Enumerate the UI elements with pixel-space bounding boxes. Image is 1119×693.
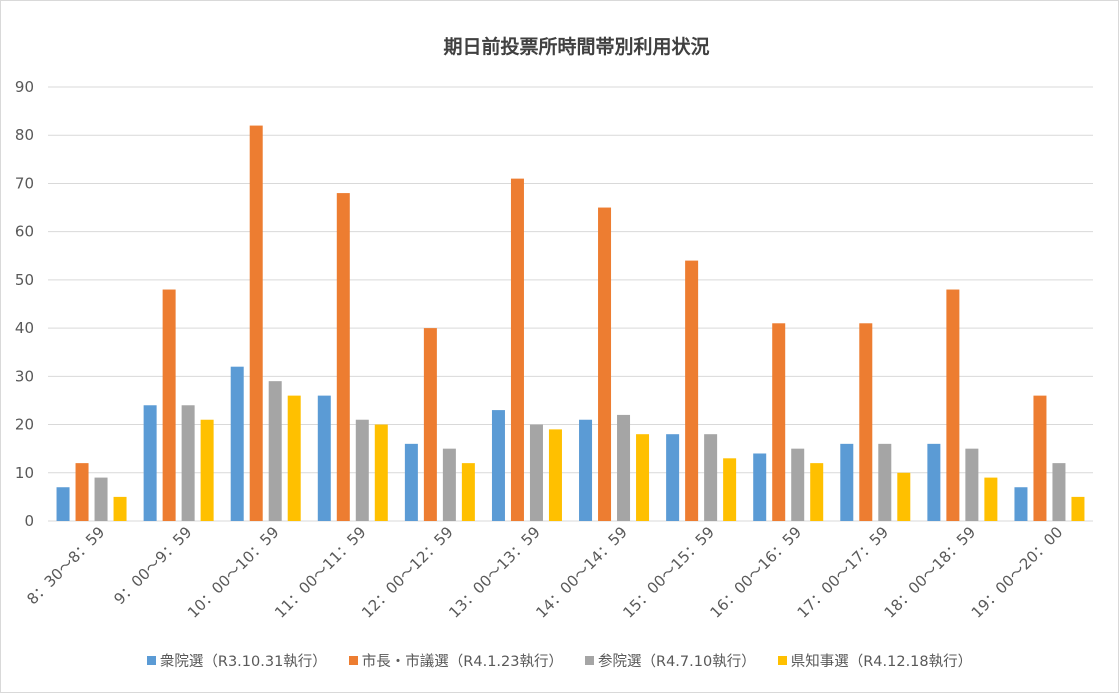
legend-item: 参院選（R4.7.10執行） bbox=[585, 650, 756, 671]
bar-2-4 bbox=[336, 193, 350, 522]
x-tick-label: 8：30～8：59 bbox=[23, 523, 108, 608]
x-tick-label: 11：00～11：59 bbox=[271, 523, 370, 622]
x-tick-label: 9：00～9：59 bbox=[110, 523, 195, 608]
x-tick-label: 10：00～10：59 bbox=[184, 523, 283, 622]
bar-1-9 bbox=[753, 453, 767, 521]
bars bbox=[56, 125, 1085, 522]
legend-item: 県知事選（R4.12.18執行） bbox=[777, 650, 973, 671]
bar-1-12 bbox=[1014, 487, 1028, 521]
bar-3-9 bbox=[791, 448, 805, 521]
x-tick-label: 12：00～12：59 bbox=[358, 523, 457, 622]
bar-3-5 bbox=[442, 448, 456, 521]
y-tick-label: 40 bbox=[15, 319, 34, 337]
y-tick-label: 90 bbox=[15, 78, 34, 96]
x-tick-label: 19：00～20：00 bbox=[968, 523, 1067, 622]
bar-2-2 bbox=[162, 289, 176, 521]
bar-4-8 bbox=[723, 458, 737, 521]
bar-3-3 bbox=[268, 381, 282, 521]
bar-2-11 bbox=[946, 289, 960, 521]
chart-title: 期日前投票所時間帯別利用状況 bbox=[443, 36, 710, 58]
bar-4-7 bbox=[636, 434, 650, 521]
x-tick-label: 18：00～18：59 bbox=[881, 523, 980, 622]
bar-3-8 bbox=[704, 434, 718, 521]
bar-1-8 bbox=[666, 434, 680, 521]
x-tick-label: 17：00～17：59 bbox=[794, 523, 893, 622]
bar-2-1 bbox=[75, 463, 89, 521]
bar-2-7 bbox=[598, 207, 612, 522]
legend-swatch bbox=[348, 656, 358, 665]
bar-3-4 bbox=[355, 419, 369, 521]
x-axis-ticks: 8：30～8：59 9：00～9：5910：00～10：5911：00～11：59… bbox=[23, 523, 1066, 622]
legend-label: 県知事選（R4.12.18執行） bbox=[790, 654, 973, 670]
legend-label: 市長・市議選（R4.1.23執行） bbox=[361, 654, 563, 670]
bar-3-11 bbox=[965, 448, 979, 521]
y-tick-label: 50 bbox=[15, 271, 34, 289]
bar-2-10 bbox=[859, 323, 873, 521]
bar-1-4 bbox=[317, 395, 331, 521]
bar-3-7 bbox=[617, 414, 631, 521]
bar-4-6 bbox=[548, 429, 562, 521]
bar-2-3 bbox=[249, 125, 263, 522]
y-tick-label: 60 bbox=[15, 223, 34, 241]
x-tick-label: 15：00～15：59 bbox=[619, 523, 718, 622]
y-tick-label: 70 bbox=[15, 174, 34, 192]
bar-4-1 bbox=[113, 496, 127, 521]
y-tick-label: 80 bbox=[15, 126, 34, 144]
y-tick-label: 20 bbox=[15, 416, 34, 434]
y-tick-label: 10 bbox=[15, 464, 34, 482]
bar-2-6 bbox=[510, 178, 524, 521]
legend-swatch bbox=[146, 656, 156, 665]
bar-4-10 bbox=[897, 472, 911, 521]
y-tick-label: 0 bbox=[24, 512, 34, 530]
legend-item: 衆院選（R3.10.31執行） bbox=[146, 650, 327, 671]
bar-1-10 bbox=[840, 443, 854, 521]
bar-3-10 bbox=[878, 443, 892, 521]
bar-4-4 bbox=[374, 424, 388, 521]
bar-1-6 bbox=[491, 410, 505, 521]
bar-1-3 bbox=[230, 366, 244, 521]
bar-3-2 bbox=[181, 405, 195, 521]
y-tick-label: 30 bbox=[15, 367, 34, 385]
bar-1-7 bbox=[579, 419, 593, 521]
gridlines bbox=[48, 86, 1093, 522]
bar-4-12 bbox=[1071, 496, 1085, 521]
bar-4-2 bbox=[200, 419, 214, 521]
x-tick-label: 14：00～14：59 bbox=[532, 523, 631, 622]
bar-4-3 bbox=[287, 395, 301, 521]
bar-1-11 bbox=[927, 443, 941, 521]
bar-4-9 bbox=[810, 463, 824, 521]
bar-2-5 bbox=[423, 328, 437, 521]
legend: 衆院選（R3.10.31執行） 市長・市議選（R4.1.23執行） 参院選（R4.7… bbox=[0, 650, 1119, 671]
legend-swatch bbox=[585, 656, 594, 665]
bar-4-5 bbox=[461, 463, 475, 521]
bar-1-5 bbox=[404, 443, 418, 521]
legend-label: 衆院選（R3.10.31執行） bbox=[159, 654, 327, 670]
x-tick-label: 13：00～13：59 bbox=[445, 523, 544, 622]
x-tick-label: 16：00～16：59 bbox=[706, 523, 805, 622]
bar-2-9 bbox=[772, 323, 786, 521]
bar-2-12 bbox=[1033, 395, 1047, 521]
legend-swatch bbox=[777, 656, 787, 665]
bar-3-12 bbox=[1052, 463, 1066, 521]
bar-2-8 bbox=[685, 260, 699, 521]
y-axis-ticks: 0 10 20 30 40 50 60 70 80 90 bbox=[15, 78, 34, 530]
bar-1-1 bbox=[56, 487, 70, 521]
bar-1-2 bbox=[143, 405, 157, 521]
legend-label: 参院選（R4.7.10執行） bbox=[598, 654, 756, 670]
legend-item: 市長・市議選（R4.1.23執行） bbox=[348, 650, 563, 671]
bar-4-11 bbox=[984, 477, 998, 521]
bar-3-1 bbox=[94, 477, 108, 521]
bar-3-6 bbox=[529, 424, 543, 521]
